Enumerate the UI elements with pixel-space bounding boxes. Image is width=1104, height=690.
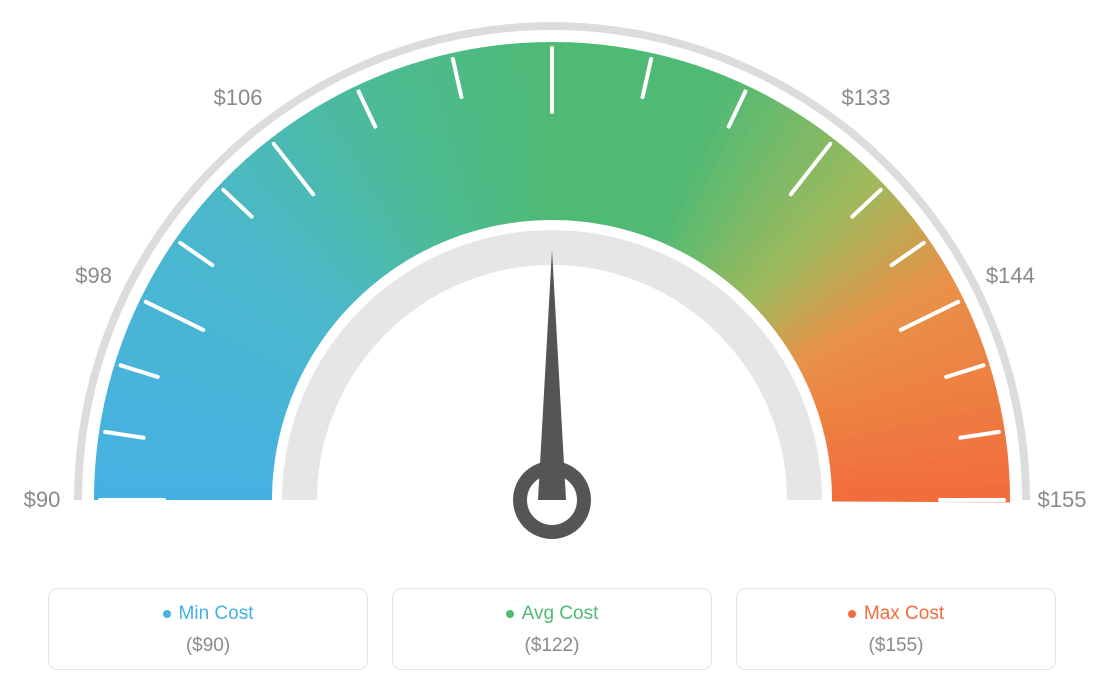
gauge-tick-label: $144: [986, 263, 1035, 289]
legend-value-max: ($155): [737, 635, 1055, 657]
gauge-tick-label: $98: [75, 263, 112, 289]
gauge-tick-label: $155: [1038, 487, 1087, 513]
legend-row: Min Cost ($90) Avg Cost ($122) Max Cost …: [0, 588, 1104, 670]
gauge-tick-label: $133: [842, 85, 891, 111]
dot-icon: [163, 610, 171, 618]
gauge-chart: $90 $98 $106 $122 $133 $144 $155: [0, 0, 1104, 560]
legend-title-max: Max Cost: [848, 603, 944, 625]
legend-card-max: Max Cost ($155): [736, 588, 1056, 670]
legend-card-avg: Avg Cost ($122): [392, 588, 712, 670]
dot-icon: [506, 610, 514, 618]
gauge-svg: [0, 0, 1104, 560]
gauge-tick-label: $122: [528, 0, 577, 3]
legend-title-min: Min Cost: [163, 603, 254, 625]
legend-title-avg: Avg Cost: [506, 603, 599, 625]
legend-value-avg: ($122): [393, 635, 711, 657]
gauge-tick-label: $90: [24, 487, 61, 513]
legend-title-text: Max Cost: [864, 603, 944, 625]
legend-card-min: Min Cost ($90): [48, 588, 368, 670]
legend-title-text: Avg Cost: [522, 603, 599, 625]
legend-value-min: ($90): [49, 635, 367, 657]
gauge-tick-label: $106: [214, 85, 263, 111]
dot-icon: [848, 610, 856, 618]
legend-title-text: Min Cost: [179, 603, 254, 625]
